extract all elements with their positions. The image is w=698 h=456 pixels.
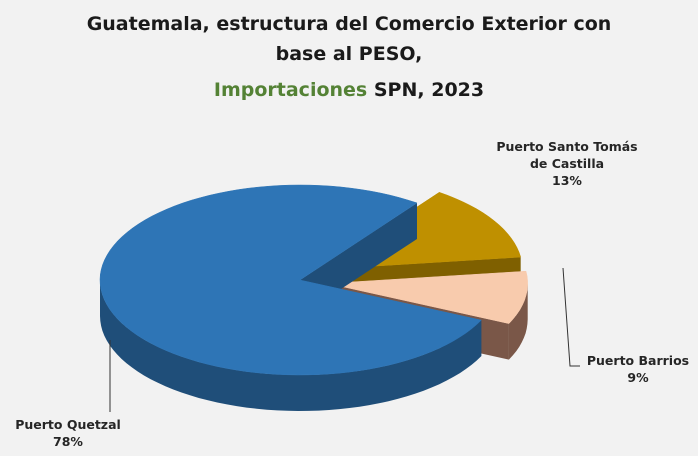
chart-title: base al PESO, bbox=[276, 43, 423, 65]
slice-side bbox=[508, 283, 528, 360]
slice-label: Puerto Barrios 9% bbox=[580, 352, 696, 386]
label-value: 78% bbox=[53, 434, 83, 449]
label-value: 9% bbox=[627, 370, 649, 385]
label-name: Puerto Santo Tomás de Castilla bbox=[496, 139, 638, 171]
slice-label: Puerto Quetzal 78% bbox=[8, 416, 128, 450]
label-value: 13% bbox=[552, 173, 582, 188]
slice-label: Puerto Santo Tomás de Castilla 13% bbox=[492, 138, 642, 189]
slice-side bbox=[100, 280, 482, 411]
label-name: Puerto Quetzal bbox=[15, 417, 121, 432]
label-name: Puerto Barrios bbox=[586, 353, 690, 368]
pie bbox=[99, 184, 528, 411]
slice bbox=[327, 270, 528, 324]
title-highlight: Importaciones bbox=[214, 79, 367, 101]
title-end: SPN, 2023 bbox=[374, 79, 484, 101]
chart-title: Guatemala, estructura del Comercio Exter… bbox=[87, 13, 612, 35]
slice bbox=[99, 184, 482, 376]
chart-title: Importaciones SPN, 2023 bbox=[214, 79, 484, 101]
leader-line bbox=[562, 267, 580, 367]
